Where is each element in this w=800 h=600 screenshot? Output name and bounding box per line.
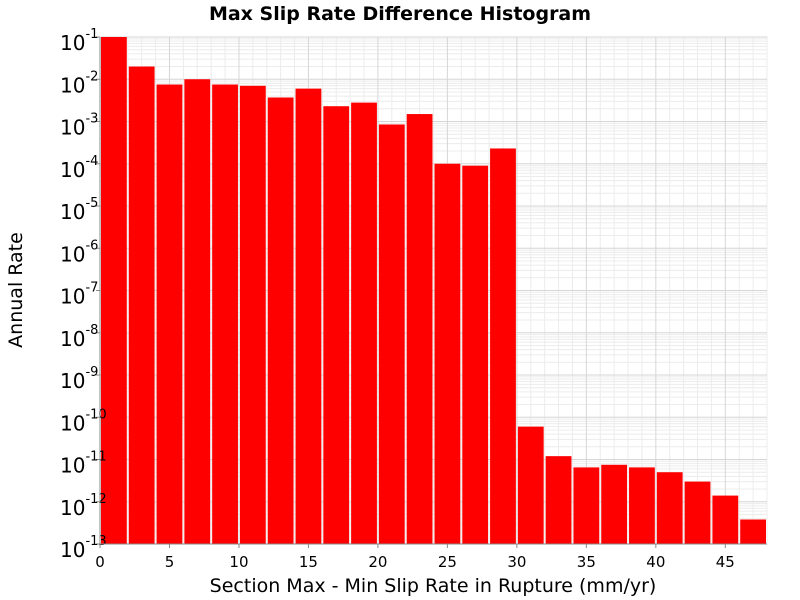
y-tick-label: 10-4 — [60, 154, 98, 182]
x-axis-label: Section Max - Min Slip Rate in Rupture (… — [210, 575, 657, 597]
histogram-bar — [156, 84, 183, 545]
histogram-bar — [323, 106, 350, 545]
y-tick-label: 10-7 — [60, 281, 98, 309]
chart-title: Max Slip Rate Difference Histogram — [209, 3, 591, 25]
y-tick-exponent: -7 — [85, 281, 98, 296]
y-tick-exponent: -4 — [85, 154, 98, 169]
x-tick-label: 40 — [646, 553, 665, 571]
histogram-bar — [378, 124, 405, 544]
y-tick-exponent: -6 — [85, 238, 98, 253]
y-tick-base: 10 — [60, 285, 85, 309]
y-tick-exponent: -13 — [85, 534, 106, 549]
y-tick-base: 10 — [60, 158, 85, 182]
y-tick-label: 10-8 — [60, 323, 98, 351]
y-tick-label: 10-13 — [60, 534, 107, 562]
histogram-bar — [573, 467, 600, 544]
y-tick-base: 10 — [60, 116, 85, 140]
y-tick-exponent: -12 — [85, 492, 106, 507]
histogram-bar — [740, 519, 766, 544]
histogram-bar — [712, 495, 739, 544]
x-tick-label: 0 — [95, 553, 105, 571]
bars — [101, 37, 766, 545]
y-tick-label: 10-1 — [60, 27, 98, 55]
histogram-bar — [128, 66, 155, 544]
y-tick-exponent: -3 — [85, 112, 98, 127]
y-tick-label: 10-9 — [60, 365, 98, 393]
y-tick-exponent: -11 — [85, 450, 106, 465]
x-tick-label: 5 — [165, 553, 175, 571]
y-tick-base: 10 — [60, 327, 85, 351]
x-tick-label: 25 — [438, 553, 457, 571]
histogram-bar — [295, 88, 322, 544]
y-tick-exponent: -2 — [85, 69, 98, 84]
y-tick-base: 10 — [60, 538, 85, 562]
y-tick-exponent: -10 — [85, 407, 106, 422]
histogram-bar — [629, 467, 655, 544]
y-tick-base: 10 — [60, 242, 85, 266]
y-tick-base: 10 — [60, 454, 85, 478]
y-tick-label: 10-6 — [60, 238, 98, 266]
y-tick-label: 10-5 — [60, 196, 98, 224]
x-tick-label: 45 — [716, 553, 735, 571]
y-tick-exponent: -8 — [85, 323, 98, 338]
x-axis-ticks: 0 5 10 15 20 25 30 35 40 45 — [95, 544, 735, 571]
x-tick-label: 30 — [507, 553, 526, 571]
x-tick-label: 20 — [368, 553, 387, 571]
histogram-bar — [212, 84, 238, 545]
histogram-bar — [656, 472, 683, 544]
histogram-bar — [517, 426, 544, 544]
x-tick-label: 15 — [299, 553, 318, 571]
y-tick-label: 10-12 — [60, 492, 107, 520]
y-axis-ticks: 10-110-210-310-410-510-610-710-810-910-1… — [60, 27, 107, 562]
histogram-bar — [684, 481, 711, 544]
histogram-bar — [601, 464, 628, 544]
histogram-bar — [239, 85, 266, 544]
y-tick-base: 10 — [60, 73, 85, 97]
y-tick-base: 10 — [60, 411, 85, 435]
y-tick-label: 10-2 — [60, 69, 98, 97]
histogram-bar — [351, 102, 377, 544]
y-axis-label: Annual Rate — [5, 232, 27, 348]
histogram-bar — [490, 148, 516, 545]
histogram-bar — [184, 79, 211, 544]
y-tick-label: 10-3 — [60, 112, 98, 140]
y-tick-base: 10 — [60, 31, 85, 55]
histogram-bar — [545, 456, 572, 544]
histogram-bar — [462, 165, 489, 544]
x-tick-label: 35 — [577, 553, 596, 571]
histogram-bar — [267, 97, 294, 545]
y-tick-exponent: -5 — [85, 196, 98, 211]
histogram-bar — [101, 37, 127, 544]
y-tick-exponent: -9 — [85, 365, 98, 380]
y-tick-label: 10-10 — [60, 407, 107, 435]
x-tick-label: 10 — [229, 553, 248, 571]
histogram-bar — [406, 114, 433, 544]
y-tick-label: 10-11 — [60, 450, 107, 478]
y-tick-base: 10 — [60, 496, 85, 520]
y-tick-base: 10 — [60, 200, 85, 224]
y-tick-exponent: -1 — [85, 27, 98, 42]
histogram-bar — [434, 163, 461, 544]
y-tick-base: 10 — [60, 369, 85, 393]
